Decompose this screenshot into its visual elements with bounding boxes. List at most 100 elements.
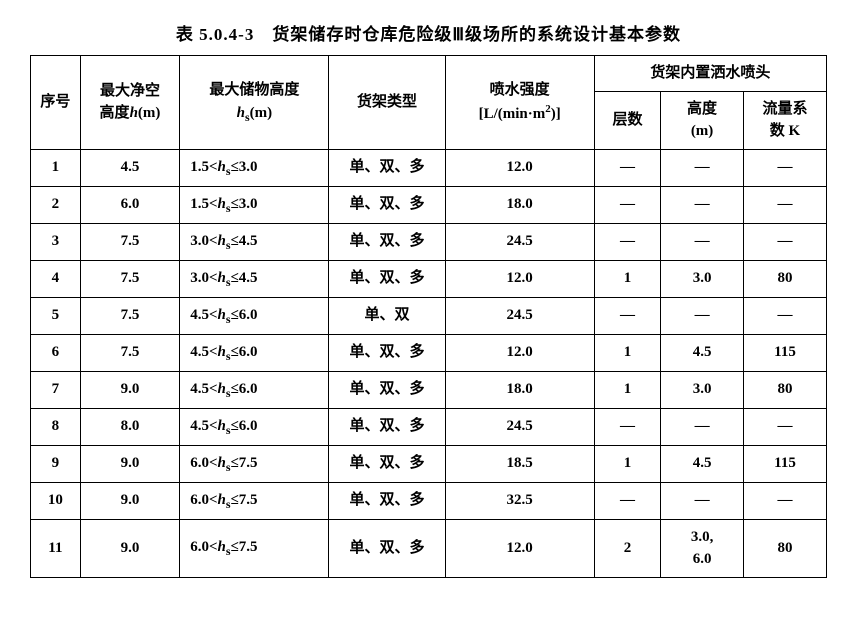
cell-k: — <box>744 408 827 445</box>
table-row: 88.04.5<hs≤6.0单、双、多24.5——— <box>31 408 827 445</box>
header-h-var: h <box>130 105 138 121</box>
cell-hs: 3.0<hs≤4.5 <box>180 260 329 297</box>
table-row: 47.53.0<hs≤4.5单、双、多12.013.080 <box>31 260 827 297</box>
cell-k: 115 <box>744 445 827 482</box>
header-k-line2: 数 K <box>770 123 800 139</box>
cell-h: 9.0 <box>80 482 180 519</box>
cell-hs: 6.0<hs≤7.5 <box>180 482 329 519</box>
cell-rack-type: 单、双 <box>329 297 445 334</box>
table-row: 99.06.0<hs≤7.5单、双、多18.514.5115 <box>31 445 827 482</box>
cell-intensity: 18.5 <box>445 445 594 482</box>
cell-intensity: 18.0 <box>445 371 594 408</box>
cell-k: — <box>744 297 827 334</box>
table-row: 109.06.0<hs≤7.5单、双、多32.5——— <box>31 482 827 519</box>
header-k: 流量系 数 K <box>744 91 827 149</box>
cell-layers: — <box>594 223 660 260</box>
cell-rack-type: 单、双、多 <box>329 371 445 408</box>
header-height: 高度 (m) <box>661 91 744 149</box>
header-h-unit: (m) <box>138 105 161 121</box>
cell-hs: 3.0<hs≤4.5 <box>180 223 329 260</box>
cell-height: — <box>661 408 744 445</box>
cell-height: — <box>661 223 744 260</box>
cell-h: 9.0 <box>80 519 180 577</box>
cell-seq: 1 <box>31 149 81 186</box>
table-caption: 表 5.0.4-3 货架储存时仓库危险级Ⅲ级场所的系统设计基本参数 <box>30 20 827 45</box>
cell-k: — <box>744 186 827 223</box>
cell-intensity: 12.0 <box>445 149 594 186</box>
cell-layers: — <box>594 408 660 445</box>
cell-intensity: 12.0 <box>445 519 594 577</box>
cell-seq: 8 <box>31 408 81 445</box>
cell-intensity: 32.5 <box>445 482 594 519</box>
cell-h: 7.5 <box>80 297 180 334</box>
table-row: 14.51.5<hs≤3.0单、双、多12.0——— <box>31 149 827 186</box>
cell-seq: 4 <box>31 260 81 297</box>
cell-hs: 4.5<hs≤6.0 <box>180 297 329 334</box>
header-rack-type: 货架类型 <box>329 56 445 150</box>
cell-hs: 1.5<hs≤3.0 <box>180 186 329 223</box>
table-row: 57.54.5<hs≤6.0单、双24.5——— <box>31 297 827 334</box>
cell-layers: — <box>594 186 660 223</box>
cell-hs: 6.0<hs≤7.5 <box>180 445 329 482</box>
table-header: 序号 最大净空 高度h(m) 最大储物高度 hs(m) 货架类型 喷水强度 [L… <box>31 56 827 150</box>
cell-h: 6.0 <box>80 186 180 223</box>
table-row: 79.04.5<hs≤6.0单、双、多18.013.080 <box>31 371 827 408</box>
header-intensity-unit-suffix: )] <box>551 106 561 122</box>
parameter-table: 序号 最大净空 高度h(m) 最大储物高度 hs(m) 货架类型 喷水强度 [L… <box>30 55 827 578</box>
cell-h: 7.5 <box>80 260 180 297</box>
cell-rack-type: 单、双、多 <box>329 334 445 371</box>
cell-h: 7.5 <box>80 223 180 260</box>
header-height-label: 高度 <box>687 101 717 117</box>
cell-h: 4.5 <box>80 149 180 186</box>
cell-hs: 1.5<hs≤3.0 <box>180 149 329 186</box>
cell-intensity: 24.5 <box>445 297 594 334</box>
table-row: 119.06.0<hs≤7.5单、双、多12.023.0,6.080 <box>31 519 827 577</box>
header-intensity-label: 喷水强度 <box>490 82 550 98</box>
cell-seq: 7 <box>31 371 81 408</box>
header-max-storage-height: 最大储物高度 hs(m) <box>180 56 329 150</box>
cell-height: 3.0 <box>661 371 744 408</box>
cell-seq: 3 <box>31 223 81 260</box>
cell-intensity: 24.5 <box>445 408 594 445</box>
cell-intensity: 12.0 <box>445 260 594 297</box>
cell-hs: 6.0<hs≤7.5 <box>180 519 329 577</box>
cell-height: — <box>661 149 744 186</box>
header-hs-unit: (m) <box>250 105 273 121</box>
header-inrack-group: 货架内置洒水喷头 <box>594 56 826 92</box>
cell-k: 80 <box>744 260 827 297</box>
header-seq: 序号 <box>31 56 81 150</box>
cell-layers: 1 <box>594 371 660 408</box>
cell-k: — <box>744 482 827 519</box>
cell-h: 8.0 <box>80 408 180 445</box>
cell-layers: — <box>594 482 660 519</box>
cell-height: 4.5 <box>661 445 744 482</box>
cell-seq: 6 <box>31 334 81 371</box>
cell-hs: 4.5<hs≤6.0 <box>180 408 329 445</box>
cell-seq: 9 <box>31 445 81 482</box>
cell-rack-type: 单、双、多 <box>329 445 445 482</box>
header-k-line1: 流量系 <box>763 101 808 117</box>
cell-layers: — <box>594 149 660 186</box>
cell-seq: 5 <box>31 297 81 334</box>
cell-h: 7.5 <box>80 334 180 371</box>
cell-k: — <box>744 149 827 186</box>
cell-intensity: 12.0 <box>445 334 594 371</box>
cell-layers: 1 <box>594 445 660 482</box>
cell-height: — <box>661 297 744 334</box>
cell-seq: 11 <box>31 519 81 577</box>
table-body: 14.51.5<hs≤3.0单、双、多12.0———26.01.5<hs≤3.0… <box>31 149 827 577</box>
cell-height: 4.5 <box>661 334 744 371</box>
cell-k: — <box>744 223 827 260</box>
cell-intensity: 18.0 <box>445 186 594 223</box>
cell-layers: 2 <box>594 519 660 577</box>
cell-seq: 2 <box>31 186 81 223</box>
cell-rack-type: 单、双、多 <box>329 223 445 260</box>
cell-rack-type: 单、双、多 <box>329 408 445 445</box>
header-intensity-unit-prefix: [L/(min·m <box>479 106 546 122</box>
cell-rack-type: 单、双、多 <box>329 149 445 186</box>
header-hs-var: h <box>237 105 245 121</box>
table-row: 37.53.0<hs≤4.5单、双、多24.5——— <box>31 223 827 260</box>
cell-layers: — <box>594 297 660 334</box>
cell-intensity: 24.5 <box>445 223 594 260</box>
cell-layers: 1 <box>594 334 660 371</box>
